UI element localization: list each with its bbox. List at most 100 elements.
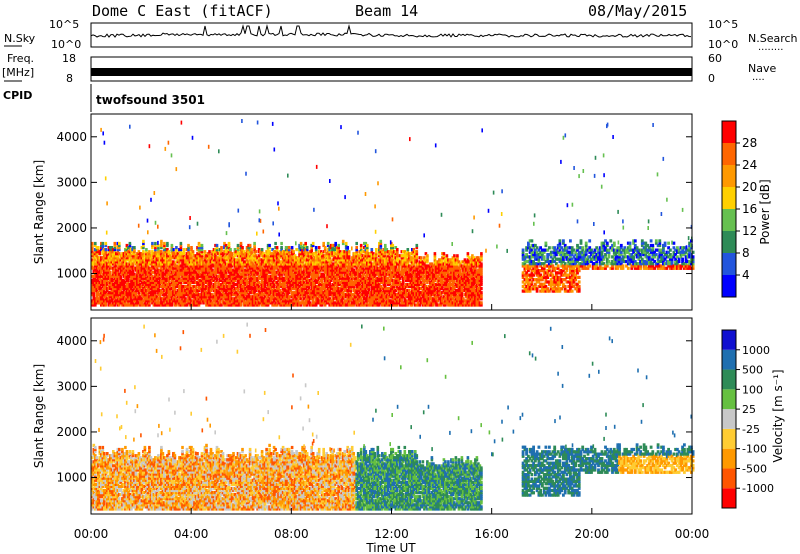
echo-cell — [289, 256, 292, 260]
echo-cell — [366, 297, 369, 301]
echo-cell — [385, 293, 389, 297]
echo-cell — [167, 303, 171, 307]
echo-cell — [92, 252, 96, 256]
echo-cell — [235, 250, 238, 254]
echo-cell — [265, 256, 268, 260]
echo-cell — [209, 274, 213, 278]
echo-cell — [289, 301, 292, 305]
echo-cell — [296, 256, 300, 260]
echo-cell — [239, 291, 243, 295]
echo-cell — [310, 268, 313, 272]
echo-cell — [287, 262, 291, 266]
echo-cell — [157, 260, 160, 264]
echo-cell — [128, 295, 132, 299]
echo-cell — [238, 276, 241, 280]
echo-cell — [200, 272, 204, 276]
echo-cell — [340, 295, 343, 299]
echo-cell — [238, 274, 241, 278]
echo-cell — [307, 274, 310, 278]
echo-cell — [247, 252, 250, 256]
echo-cell — [381, 262, 384, 266]
echo-cell — [238, 278, 241, 282]
echo-cell — [224, 258, 228, 262]
echo-cell — [310, 252, 313, 256]
echo-cell — [133, 260, 136, 264]
echo-cell — [320, 289, 324, 293]
echo-cell — [305, 289, 309, 293]
echo-cell — [250, 287, 253, 291]
echo-cell — [208, 287, 211, 291]
echo-cell — [92, 254, 96, 258]
echo-cell — [179, 250, 183, 254]
echo-cell — [100, 289, 103, 293]
echo-cell — [384, 243, 387, 248]
echo-cell — [142, 274, 145, 278]
echo-cell — [283, 303, 286, 307]
echo-cell — [233, 287, 237, 291]
echo-cell — [394, 268, 398, 272]
echo-cell — [328, 282, 331, 287]
echo-cell — [169, 258, 172, 262]
echo-cell — [139, 303, 142, 307]
echo-cell — [253, 270, 256, 274]
echo-cell — [375, 287, 378, 291]
echo-cell — [169, 301, 172, 305]
echo-cell — [259, 258, 262, 262]
echo-cell — [259, 272, 262, 276]
echo-cell — [355, 287, 358, 291]
echo-cell — [356, 295, 360, 299]
echo-cell — [391, 284, 395, 289]
echo-cell — [227, 301, 231, 305]
echo-cell — [340, 272, 343, 276]
echo-cell — [196, 289, 199, 293]
echo-cell — [393, 262, 396, 266]
echo-cell — [304, 278, 307, 282]
echo-cell — [239, 284, 243, 289]
echo-cell — [274, 280, 277, 284]
echo-cell — [277, 289, 280, 293]
echo-cell — [314, 272, 318, 276]
echo-cell — [175, 248, 178, 252]
echo-cell — [301, 284, 304, 289]
echo-cell — [308, 256, 312, 260]
echo-cell — [220, 282, 223, 287]
echo-cell — [335, 293, 339, 297]
echo-cell — [397, 276, 401, 280]
echo-cell — [272, 289, 276, 293]
echo-cell — [112, 270, 115, 274]
echo-cell — [352, 252, 355, 256]
echo-cell — [155, 274, 159, 278]
echo-cell — [263, 266, 267, 270]
echo-cell — [378, 295, 381, 299]
echo-cell — [158, 301, 162, 305]
echo-cell — [208, 270, 211, 274]
echo-cell — [387, 287, 390, 291]
echo-cell — [326, 248, 330, 252]
echo-cell — [319, 303, 322, 307]
echo-cell — [113, 303, 117, 307]
echo-cell — [283, 278, 286, 282]
echo-cell — [397, 295, 401, 299]
echo-cell — [390, 274, 393, 278]
echo-cell — [384, 270, 387, 274]
echo-cell — [104, 262, 108, 266]
echo-cell — [197, 289, 201, 293]
echo-cell — [346, 262, 349, 266]
echo-cell — [179, 282, 183, 287]
echo-cell — [148, 250, 151, 254]
echo-cell — [286, 291, 289, 295]
echo-cell — [179, 295, 183, 299]
echo-cell — [97, 258, 100, 262]
echo-cell — [341, 270, 345, 274]
echo-cell — [107, 287, 111, 291]
echo-cell — [399, 293, 402, 297]
echo-cell — [337, 256, 340, 260]
echo-cell — [92, 295, 96, 299]
echo-cell — [224, 293, 228, 297]
echo-cell — [271, 293, 274, 297]
echo-cell — [314, 268, 318, 272]
echo-cell — [188, 272, 192, 276]
echo-cell — [161, 264, 165, 268]
echo-cell — [127, 256, 130, 260]
echo-cell — [399, 260, 402, 264]
